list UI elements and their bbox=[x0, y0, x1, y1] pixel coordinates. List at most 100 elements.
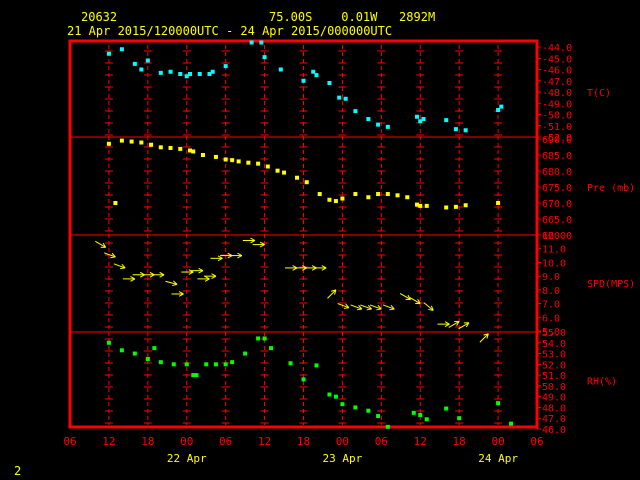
humidity-point bbox=[262, 336, 267, 341]
pressure-point bbox=[282, 170, 287, 175]
station-id: 20632 bbox=[81, 10, 118, 24]
wind-barb bbox=[171, 291, 184, 297]
x-tick-label: 18 bbox=[297, 435, 310, 448]
temperature-y-tick-label: -45.0 bbox=[542, 54, 572, 65]
pressure-y-tick-label: 685.0 bbox=[542, 151, 572, 162]
x-tick-label: 00 bbox=[180, 435, 193, 448]
pressure-point bbox=[317, 192, 322, 197]
pressure-point bbox=[236, 159, 241, 164]
pressure-point bbox=[265, 164, 270, 169]
time-period: 21 Apr 2015/120000UTC - 24 Apr 2015/0000… bbox=[67, 24, 393, 38]
temperature-point bbox=[453, 127, 458, 132]
wind-barb bbox=[103, 252, 116, 259]
wind-y-tick-label: 9.0 bbox=[542, 272, 560, 283]
wind-y-tick-label: 6.0 bbox=[542, 313, 560, 324]
humidity-y-tick-label: 55.0 bbox=[542, 328, 566, 339]
pressure-point bbox=[139, 140, 144, 145]
temperature-axis-label: T(C) bbox=[587, 88, 611, 99]
wind-barb bbox=[437, 321, 450, 327]
pressure-point bbox=[200, 153, 205, 157]
temperature-point bbox=[249, 40, 254, 45]
wind-y-tick-label: 10.0 bbox=[542, 258, 566, 269]
pressure-y-tick-label: 680.0 bbox=[542, 167, 572, 178]
x-tick-label: 18 bbox=[453, 435, 466, 448]
wind-barb bbox=[369, 304, 382, 311]
x-tick-label: 06 bbox=[219, 435, 232, 448]
temperature-point bbox=[385, 124, 390, 129]
pressure-point bbox=[158, 145, 163, 150]
humidity-point bbox=[411, 410, 416, 415]
pressure-point bbox=[353, 192, 358, 197]
temperature-point bbox=[311, 69, 316, 74]
x-day-label: 22 Apr bbox=[167, 452, 207, 465]
wind-barb bbox=[210, 255, 223, 262]
pressure-y-tick-label: 690.0 bbox=[542, 135, 572, 146]
pressure-point bbox=[213, 154, 218, 159]
temperature-point bbox=[418, 119, 423, 124]
temperature-point bbox=[106, 51, 111, 56]
x-tick-label: 06 bbox=[530, 435, 543, 448]
x-tick-label: 06 bbox=[63, 435, 76, 448]
temperature-y-tick-label: -50.0 bbox=[542, 111, 572, 122]
humidity-point bbox=[301, 377, 306, 382]
wind-barb bbox=[350, 304, 363, 311]
temperature-point bbox=[158, 70, 163, 75]
wind-barb bbox=[409, 297, 421, 305]
pressure-y-tick-label: 660.0 bbox=[542, 231, 572, 242]
humidity-point bbox=[418, 412, 423, 417]
temperature-point bbox=[262, 55, 267, 60]
temperature-point bbox=[421, 117, 426, 121]
humidity-point bbox=[333, 394, 338, 399]
pressure-point bbox=[113, 201, 118, 205]
pressure-point bbox=[444, 205, 449, 210]
temperature-point bbox=[463, 128, 468, 133]
temperature-point bbox=[223, 64, 228, 69]
pressure-point bbox=[246, 160, 251, 165]
temperature-point bbox=[197, 72, 202, 76]
wind-barb bbox=[458, 322, 470, 330]
temperature-point bbox=[327, 81, 332, 85]
temperature-y-tick-label: -46.0 bbox=[542, 66, 572, 77]
temperature-point bbox=[444, 118, 449, 123]
humidity-point bbox=[340, 402, 345, 407]
pressure-point bbox=[333, 199, 338, 204]
humidity-point bbox=[204, 362, 209, 367]
pressure-point bbox=[106, 141, 111, 146]
temperature-y-tick-label: -48.0 bbox=[542, 88, 572, 99]
wind-barb bbox=[197, 276, 210, 282]
humidity-point bbox=[496, 401, 501, 406]
pressure-point bbox=[230, 158, 235, 163]
pressure-point bbox=[496, 201, 501, 205]
x-tick-label: 00 bbox=[491, 435, 504, 448]
x-tick-label: 12 bbox=[414, 435, 427, 448]
temperature-point bbox=[415, 114, 420, 119]
temperature-point bbox=[376, 122, 381, 127]
plot-frame bbox=[68, 39, 539, 429]
humidity-point bbox=[106, 340, 111, 345]
temperature-point bbox=[132, 61, 137, 66]
wind-barb bbox=[152, 271, 165, 278]
humidity-point bbox=[158, 360, 163, 365]
pressure-point bbox=[395, 193, 400, 198]
wind-barb bbox=[382, 304, 395, 311]
wind-barb bbox=[252, 241, 265, 248]
page-number: 2 bbox=[14, 464, 22, 478]
humidity-y-tick-label: 49.0 bbox=[542, 393, 566, 404]
humidity-y-tick-label: 48.0 bbox=[542, 403, 566, 414]
x-tick-label: 12 bbox=[258, 435, 271, 448]
temperature-y-tick-label: -44.0 bbox=[542, 43, 572, 54]
pressure-point bbox=[178, 146, 183, 151]
x-day-label: 23 Apr bbox=[323, 452, 363, 465]
wind-barb bbox=[113, 263, 126, 270]
temperature-point bbox=[343, 96, 348, 101]
wind-y-tick-label: 8.0 bbox=[542, 286, 560, 297]
wind-barb bbox=[122, 276, 136, 282]
wind-barb bbox=[448, 320, 460, 328]
wind-barb bbox=[203, 273, 217, 279]
temperature-point bbox=[207, 72, 212, 76]
temperature-point bbox=[184, 74, 189, 79]
temperature-y-tick-label: -47.0 bbox=[542, 77, 572, 88]
humidity-point bbox=[119, 348, 124, 353]
temperature-point bbox=[119, 47, 124, 52]
temperature-y-tick-label: -52.0 bbox=[542, 133, 572, 144]
